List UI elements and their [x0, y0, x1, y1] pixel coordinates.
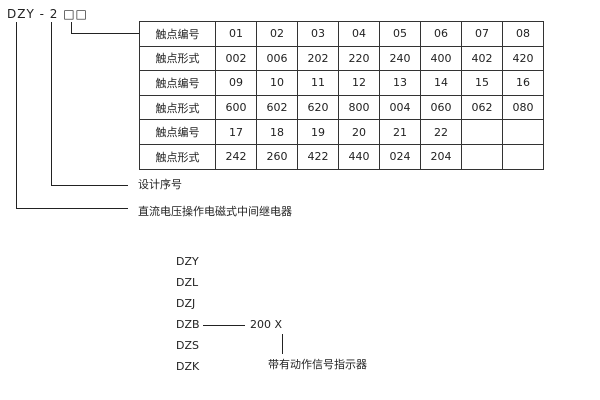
- table-cell: 602: [256, 94, 298, 121]
- table-cell: 006: [256, 45, 298, 72]
- suffix-code: 200 X: [250, 318, 283, 331]
- table-cell: 202: [297, 45, 339, 72]
- table-cell: 024: [379, 143, 421, 170]
- table-cell: 12: [338, 70, 380, 96]
- table-cell: 400: [420, 45, 462, 72]
- table-cell: 11: [297, 70, 339, 96]
- table-cell: 18: [256, 119, 298, 145]
- table-cell: 10: [256, 70, 298, 96]
- series-item: DZB: [176, 317, 200, 331]
- row-label: 触点形式: [139, 94, 216, 121]
- row-label: 触点形式: [139, 143, 216, 170]
- series-item: DZS: [176, 338, 199, 352]
- design-serial-label: 设计序号: [138, 178, 182, 191]
- table-cell: 002: [215, 45, 257, 72]
- table-cell: 204: [420, 143, 462, 170]
- table-row: 触点编号 09 10 11 12 13 14 15 16: [139, 70, 544, 96]
- relay-type-label: 直流电压操作电磁式中间继电器: [138, 205, 292, 218]
- table-cell: [461, 119, 503, 145]
- table-cell: 16: [502, 70, 544, 96]
- table-cell: 17: [215, 119, 257, 145]
- model-code: DZY - 2 □□: [7, 7, 88, 21]
- table-cell: 21: [379, 119, 421, 145]
- row-label: 触点编号: [139, 119, 216, 145]
- contact-table: 触点编号 01 02 03 04 05 06 07 08 触点形式 002 006 202 220 240 4…: [139, 21, 544, 170]
- series-item: DZY: [176, 255, 199, 268]
- table-cell: 05: [379, 21, 421, 47]
- table-cell: 242: [215, 143, 257, 170]
- table-cell: 04: [338, 21, 380, 47]
- table-cell: 440: [338, 143, 380, 170]
- table-cell: 620: [297, 94, 339, 121]
- table-cell: 01: [215, 21, 257, 47]
- indicator-label: 带有动作信号指示器: [268, 358, 367, 371]
- table-cell: 22: [420, 119, 462, 145]
- table-cell: 402: [461, 45, 503, 72]
- row-label: 触点编号: [139, 70, 216, 96]
- table-cell: 422: [297, 143, 339, 170]
- table-cell: 080: [502, 94, 544, 121]
- table-cell: 07: [461, 21, 503, 47]
- table-cell: 19: [297, 119, 339, 145]
- table-cell: 062: [461, 94, 503, 121]
- table-cell: 02: [256, 21, 298, 47]
- row-label: 触点编号: [139, 21, 216, 47]
- table-cell: 09: [215, 70, 257, 96]
- series-item: DZJ: [176, 296, 196, 310]
- table-cell: 220: [338, 45, 380, 72]
- table-row: 触点形式 242 260 422 440 024 204: [139, 143, 544, 170]
- table-cell: 20: [338, 119, 380, 145]
- table-cell: 600: [215, 94, 257, 121]
- series-item: DZK: [176, 359, 200, 373]
- table-cell: 260: [256, 143, 298, 170]
- table-cell: [461, 143, 503, 170]
- table-cell: 420: [502, 45, 544, 72]
- table-cell: 06: [420, 21, 462, 47]
- table-cell: 08: [502, 21, 544, 47]
- series-item: DZL: [176, 275, 199, 289]
- table-row: 触点形式 002 006 202 220 240 400 402 420: [139, 45, 544, 72]
- design-serial-leader: [51, 22, 128, 186]
- table-cell: 14: [420, 70, 462, 96]
- table-row: 触点编号 17 18 19 20 21 22: [139, 119, 544, 145]
- table-cell: 15: [461, 70, 503, 96]
- table-cell: 004: [379, 94, 421, 121]
- table-cell: [502, 143, 544, 170]
- table-cell: 03: [297, 21, 339, 47]
- table-cell: 060: [420, 94, 462, 121]
- table-cell: 800: [338, 94, 380, 121]
- table-row: 触点形式 600 602 620 800 004 060 062 080: [139, 94, 544, 121]
- table-cell: 240: [379, 45, 421, 72]
- contact-code-leader: [71, 22, 139, 34]
- relay-type-leader: [16, 22, 128, 209]
- table-cell: [502, 119, 544, 145]
- table-row: 触点编号 01 02 03 04 05 06 07 08: [139, 21, 544, 47]
- table-cell: 13: [379, 70, 421, 96]
- row-label: 触点形式: [139, 45, 216, 72]
